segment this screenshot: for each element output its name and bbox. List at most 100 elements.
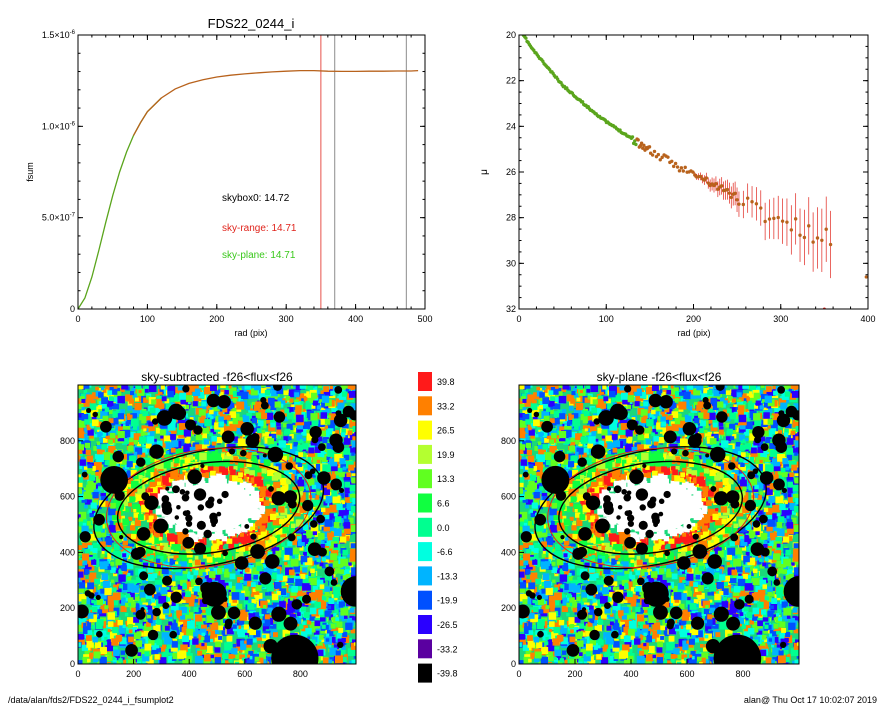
map-pixel (335, 430, 339, 434)
map-pixel (135, 640, 142, 647)
map-pixel (148, 605, 153, 610)
profile-point (730, 196, 733, 199)
map-pixel (201, 637, 204, 640)
map-pixel (121, 383, 128, 390)
p2-xtick-label: 0 (516, 314, 521, 324)
map-pixel (81, 599, 86, 604)
map-pixel (327, 605, 331, 609)
map-pixel (351, 525, 358, 532)
map-pixel (270, 423, 275, 428)
map-pixel (104, 605, 108, 609)
map-pixel (265, 592, 268, 595)
profile-point (733, 192, 736, 195)
map-pixel (344, 516, 347, 519)
map-pixel (336, 504, 342, 510)
map-pixel (155, 654, 160, 659)
map-pixel (123, 537, 127, 541)
map-pixel (222, 449, 226, 453)
map-pixel (135, 398, 139, 402)
map-pixel (141, 597, 146, 602)
profile-point (790, 228, 793, 231)
map-pixel (345, 623, 352, 630)
map-pixel (284, 390, 289, 395)
map-pixel (103, 416, 109, 422)
profile-point (785, 220, 788, 223)
map-pixel (319, 562, 323, 566)
p1-ytick-exp: -6 (70, 121, 76, 127)
panel2-xlabel: rad (pix) (677, 328, 710, 338)
map-pixel (108, 621, 114, 627)
map-pixel (108, 602, 114, 608)
map-pixel (101, 387, 104, 390)
map-pixel (251, 455, 257, 461)
map-pixel (118, 565, 121, 568)
map-pixel (217, 569, 222, 574)
map-pixel (218, 626, 223, 631)
map-pixel (350, 485, 357, 492)
map-pixel (328, 644, 331, 647)
map-pixel (348, 465, 354, 471)
profile-point (653, 150, 656, 153)
map-pixel (321, 508, 325, 512)
map-pixel (262, 430, 266, 434)
map-pixel (166, 587, 169, 590)
map-pixel (193, 607, 198, 612)
map-pixel (122, 597, 126, 601)
p2-xtick-label: 400 (860, 314, 875, 324)
map-pixel (223, 459, 230, 466)
map-pixel (82, 407, 85, 410)
map-pixel (293, 548, 300, 555)
map-pixel (348, 562, 351, 565)
map-pixel (243, 416, 249, 422)
map-pixel (298, 462, 303, 467)
map-pixel (134, 440, 138, 444)
map-pixel (145, 389, 149, 393)
map-pixel (166, 451, 170, 455)
map-pixel (240, 640, 244, 644)
map-pixel (301, 556, 308, 563)
map-pixel (156, 648, 161, 653)
map-pixel (160, 430, 166, 436)
map-pixel (204, 439, 209, 444)
profile-point (820, 239, 823, 242)
p1-xtick-label: 500 (417, 314, 432, 324)
map-pixel (224, 642, 227, 645)
map-pixel (222, 469, 228, 475)
map-pixel (204, 654, 211, 661)
map-pixel (114, 385, 118, 389)
map-pixel (256, 566, 261, 571)
map-pixel (94, 434, 97, 437)
map-pixel (261, 487, 266, 492)
profile-point (742, 203, 745, 206)
map-pixel (88, 429, 94, 435)
map-pixel (195, 614, 202, 621)
p1-ytick-label: 0 (70, 304, 75, 314)
p2-ytick-label: 22 (506, 76, 516, 86)
map-pixel (82, 543, 87, 548)
map-pixel (246, 474, 249, 477)
map-pixel (201, 633, 205, 637)
profile-point (524, 36, 527, 39)
map-pixel (161, 385, 165, 389)
map-pixel (351, 543, 356, 548)
profile-point (684, 166, 687, 169)
p1-xtick-label: 300 (279, 314, 294, 324)
map-pixel (157, 465, 161, 469)
map-pixel (129, 624, 133, 628)
map-pixel (330, 391, 335, 396)
map-pixel (172, 440, 179, 447)
p2-ytick-label: 30 (506, 258, 516, 268)
map-pixel (265, 476, 268, 479)
map-pixel (255, 585, 261, 591)
map-pixel (265, 614, 270, 619)
map-pixel (78, 634, 84, 640)
map-pixel (118, 413, 124, 419)
map-pixel (252, 418, 257, 423)
map-pixel (202, 433, 207, 438)
map-pixel (308, 447, 314, 453)
map-pixel (254, 650, 257, 653)
profile-point (807, 224, 810, 227)
map-pixel (206, 608, 211, 613)
map-pixel (335, 617, 339, 621)
map-pixel (195, 556, 199, 560)
